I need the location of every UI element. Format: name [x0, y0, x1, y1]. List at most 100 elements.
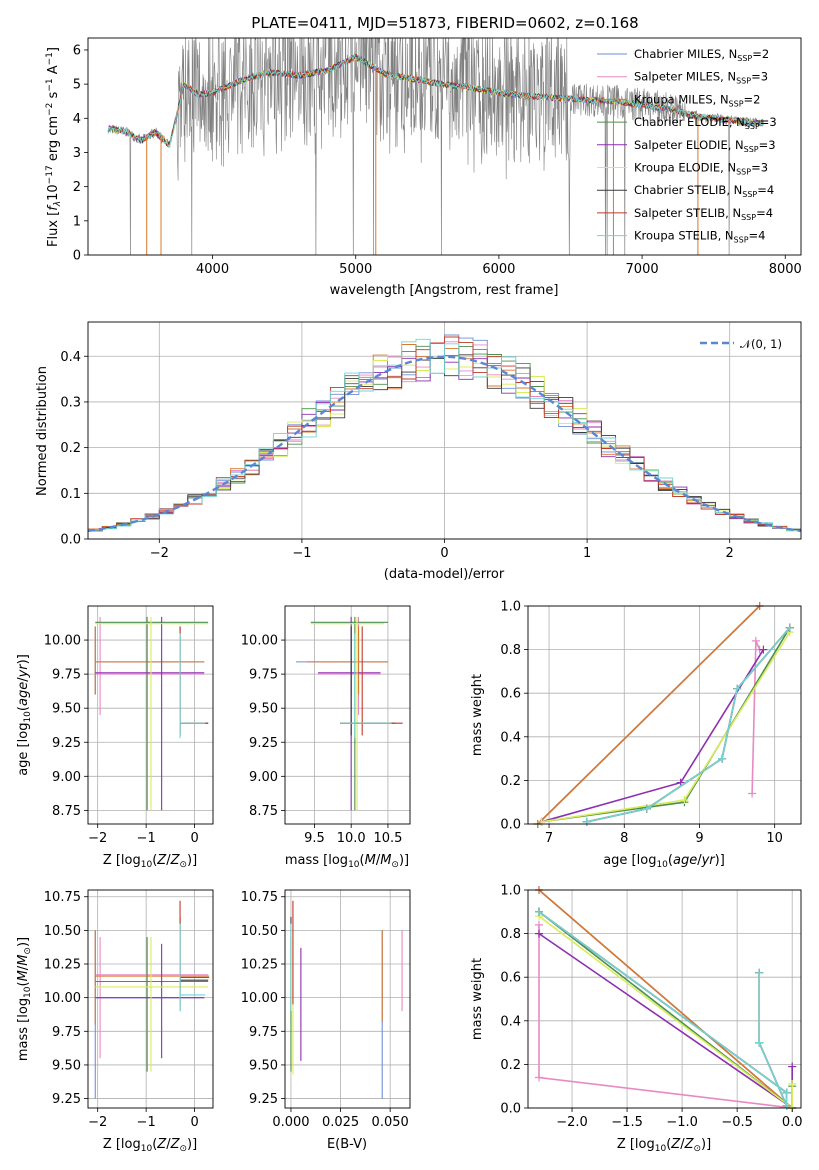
x-tick-label: 0 [440, 546, 448, 561]
x-tick-label: 10 [766, 831, 783, 846]
y-tick-label: 0.4 [500, 730, 521, 745]
legend-label-7: Chabrier STELIB, NSSP=4 [634, 183, 774, 199]
x-tick-label: −1.0 [666, 1115, 698, 1130]
y-tick-label: 10.00 [241, 991, 278, 1006]
x-tick-label: 0 [190, 831, 198, 846]
age-z-plot-area [94, 616, 209, 811]
y-tick-label: 4 [73, 112, 81, 127]
y-tick-label: 0.4 [60, 350, 81, 365]
legend-label-2: Salpeter MILES, NSSP=3 [634, 70, 768, 86]
y-tick-label: 9.25 [249, 736, 278, 751]
legend-label-1: Chabrier MILES, NSSP=2 [634, 47, 769, 63]
mass-z-xlabel: Z [log10(Z/Z⊙)] [103, 1137, 197, 1154]
massweight-age-plot-area [533, 602, 794, 828]
y-tick-label: 0.2 [500, 774, 521, 789]
mass-vs-ebv-panel: 0.000 0.025 0.050 9.25 9.50 9.75 10.00 10.25 10.… [241, 889, 411, 1152]
mass-z-ylabel: mass [log10(M/M⊙)] [16, 937, 33, 1061]
x-tick-label: 10.5 [373, 831, 402, 846]
weight-marker [537, 817, 546, 826]
y-tick-label: 10.00 [44, 634, 81, 649]
weight-marker [535, 929, 544, 938]
weight-marker [782, 1088, 791, 1097]
age-vs-metallicity-panel: −2 −1 0 8.75 9.00 9.25 9.50 9.75 10.00 Z [log10(… [16, 605, 214, 870]
weight-marker [680, 796, 689, 805]
weight-line-6 [538, 915, 793, 1110]
y-tick-label: 0.4 [500, 1014, 521, 1029]
x-tick-label: 0.050 [372, 1115, 409, 1130]
histogram-lines [88, 334, 801, 534]
y-tick-label: 10.25 [44, 958, 81, 973]
x-tick-label: −1 [137, 831, 156, 846]
age-z-xlabel: Z [log10(Z/Z⊙)] [103, 853, 197, 870]
mass-z-frame [87, 889, 214, 1109]
legend-label-3: Kroupa MILES, NSSP=2 [634, 92, 760, 108]
age-mass-grid [285, 606, 410, 824]
spectrum-xlabel: wavelength [Angstrom, rest frame] [330, 283, 559, 298]
legend-label-8: Salpeter STELIB, NSSP=4 [634, 206, 773, 222]
histogram-legend: 𝒩(0, 1) [700, 337, 782, 351]
y-tick-label: 0.0 [500, 818, 521, 833]
age-z-ylabel: age [log10(age/yr)] [16, 654, 33, 776]
y-tick-label: 5 [73, 78, 81, 93]
spectrum-lines [107, 38, 764, 255]
y-tick-label: 0.8 [500, 643, 521, 658]
age-mass-xlabel: mass [log10(M/M⊙)] [285, 853, 409, 870]
spectrum-panel: Chabrier MILES, NSSP=2 Salpeter MILES, NS… [45, 37, 802, 298]
x-tick-label: −1 [292, 546, 311, 561]
normal-curve [88, 355, 801, 533]
y-tick-label: 0.1 [60, 487, 81, 502]
legend-label-6: Kroupa ELODIE, NSSP=3 [634, 161, 768, 177]
massweight-age-ticks: 7 8 9 10 0.0 0.2 0.4 0.6 0.8 1.0 [500, 600, 783, 847]
mass-ebv-ticks: 0.000 0.025 0.050 9.25 9.50 9.75 10.00 10.25 10.… [241, 890, 409, 1130]
weight-line-5 [541, 649, 765, 823]
weight-marker [788, 1062, 797, 1071]
massweight-vs-age-panel: 7 8 9 10 0.0 0.2 0.4 0.6 0.8 1.0 age [log10(age/y… [470, 600, 802, 870]
age-mass-ticks: 9.5 10.0 10.5 8.75 9.00 9.25 9.50 9.75 10.00 [241, 634, 403, 846]
y-tick-label: 9.00 [52, 770, 81, 785]
y-tick-label: 9.75 [52, 1025, 81, 1040]
x-tick-label: 10.0 [337, 831, 366, 846]
x-tick-label: 8 [620, 831, 628, 846]
massweight-age-grid [528, 605, 801, 825]
weight-marker [751, 636, 760, 645]
y-tick-label: 9.75 [249, 668, 278, 683]
age-vs-mass-panel: 9.5 10.0 10.5 8.75 9.00 9.25 9.50 9.75 10.00 mas… [241, 605, 411, 870]
massweight-z-xlabel: Z [log10(Z/Z⊙)] [617, 1137, 711, 1154]
x-tick-label: 0.000 [272, 1115, 309, 1130]
mass-ebv-xlabel: E(B-V) [327, 1137, 367, 1152]
model-spectrum-9 [107, 53, 764, 149]
legend-label-4: Chabrier ELODIE, NSSP=3 [634, 115, 777, 131]
y-tick-label: 6 [73, 43, 81, 58]
y-tick-label: 8.75 [52, 804, 81, 819]
weight-marker [755, 968, 764, 977]
y-tick-label: 0.3 [60, 395, 81, 410]
y-tick-label: 0.8 [500, 927, 521, 942]
age-mass-frame [284, 605, 411, 825]
y-tick-label: 9.75 [249, 1025, 278, 1040]
weight-marker [785, 623, 794, 632]
y-tick-label: 0.0 [500, 1102, 521, 1117]
y-tick-label: 0.6 [500, 971, 521, 986]
x-tick-label: 4000 [196, 262, 229, 277]
normal-legend-label: 𝒩(0, 1) [740, 337, 782, 351]
spectrum-ticks: 4000 5000 6000 7000 8000 0 1 2 3 4 5 6 [73, 43, 802, 277]
x-tick-label: 9 [695, 831, 703, 846]
y-tick-label: 10.50 [44, 924, 81, 939]
age-mass-plot-area [296, 616, 403, 811]
x-tick-label: 1 [583, 546, 591, 561]
x-tick-label: 9.5 [304, 831, 325, 846]
spectrum-frame [87, 37, 802, 256]
residual-histogram-panel: −2 −1 0 1 2 0.0 0.1 0.2 0.3 0.4 𝒩(0, 1) (data-mod… [35, 321, 802, 582]
y-tick-label: 10.75 [44, 890, 81, 905]
massweight-age-ylabel: mass weight [470, 674, 485, 756]
spectrum-legend: Chabrier MILES, NSSP=2 Salpeter MILES, NS… [597, 47, 777, 245]
weight-line-2 [537, 605, 761, 825]
y-tick-label: 0.6 [500, 687, 521, 702]
histogram-xlabel: (data-model)/error [384, 567, 505, 582]
y-tick-label: 9.50 [52, 702, 81, 717]
mass-vs-metallicity-panel: −2 −1 0 9.25 9.50 9.75 10.00 10.25 10.50 10.75 Z … [16, 889, 214, 1154]
x-tick-label: −2.0 [556, 1115, 588, 1130]
weight-marker [535, 907, 544, 916]
massweight-z-ylabel: mass weight [470, 958, 485, 1040]
